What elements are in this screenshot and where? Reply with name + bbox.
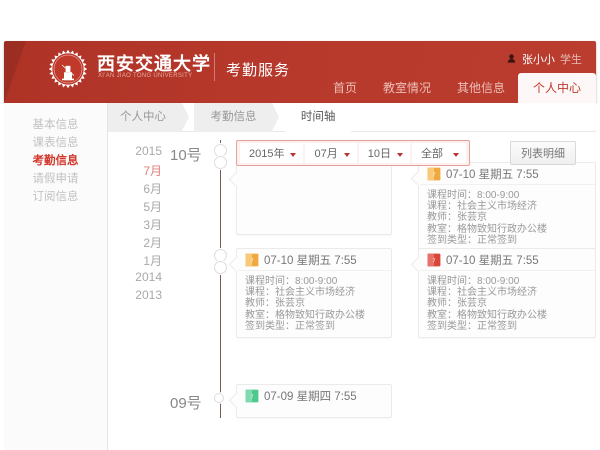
svg-text:7: 7 (251, 394, 254, 400)
svg-text:7: 7 (251, 258, 254, 264)
svg-text:7: 7 (433, 258, 436, 264)
svg-text:7: 7 (433, 172, 436, 178)
